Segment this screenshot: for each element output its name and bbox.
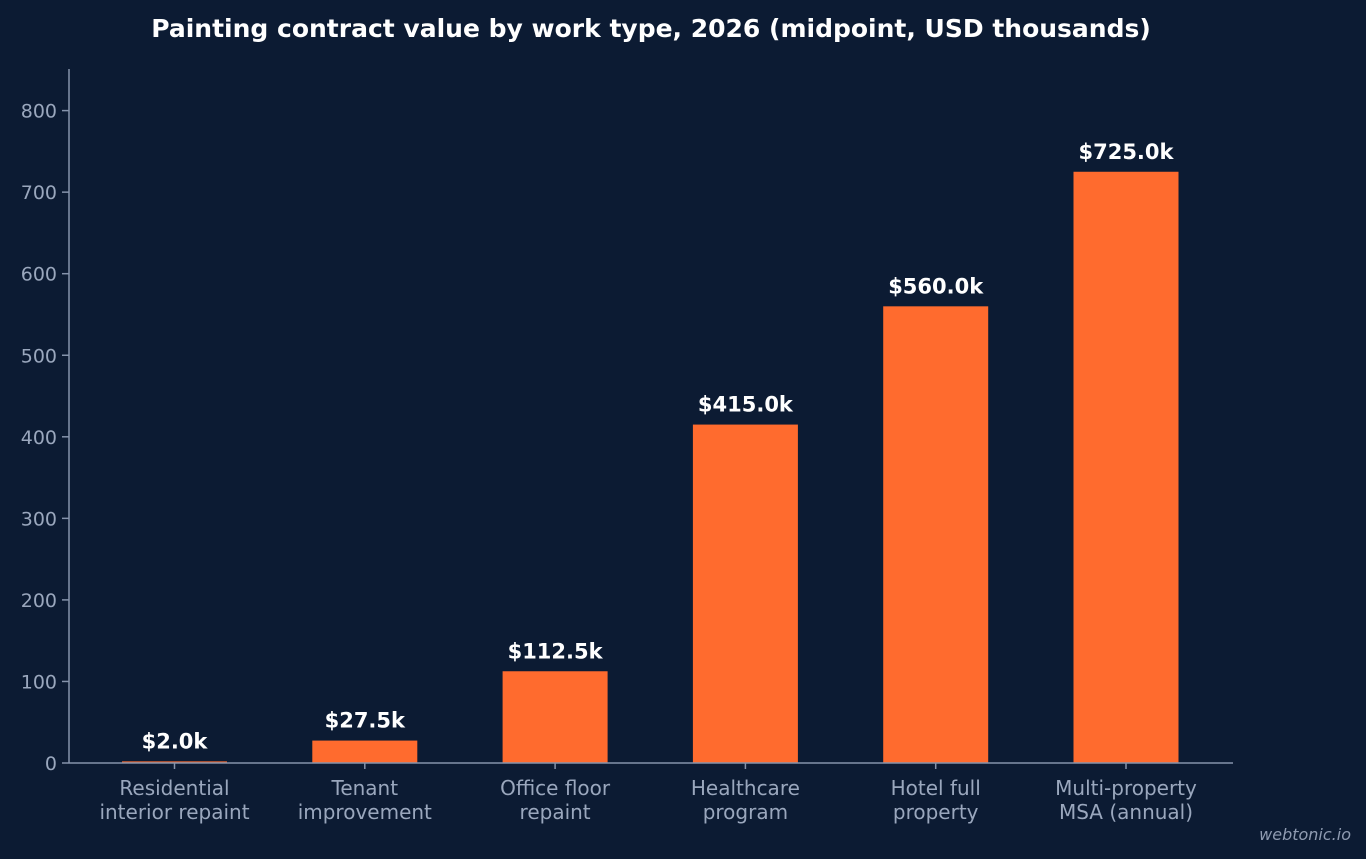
data-label: $112.5k xyxy=(508,639,604,663)
bar xyxy=(692,424,798,763)
bar xyxy=(312,740,418,763)
chart-title: Painting contract value by work type, 20… xyxy=(151,14,1151,43)
y-tick-label: 400 xyxy=(21,427,57,449)
x-tick-label: MSA (annual) xyxy=(1059,800,1193,824)
x-tick-label: Hotel full xyxy=(891,776,981,800)
x-tick-label: Healthcare xyxy=(691,776,800,800)
x-tick-label: property xyxy=(893,800,979,824)
bar xyxy=(883,306,989,763)
x-tick-label: Tenant xyxy=(331,776,399,800)
y-tick-label: 600 xyxy=(21,264,57,286)
bar xyxy=(122,761,227,763)
y-tick-label: 300 xyxy=(21,508,57,530)
x-tick-label: repaint xyxy=(520,800,591,824)
data-label: $725.0k xyxy=(1078,140,1174,164)
x-tick-label: Office floor xyxy=(500,776,611,800)
x-tick-label: Residential xyxy=(119,776,229,800)
data-label: $415.0k xyxy=(698,393,794,417)
data-label: $2.0k xyxy=(142,729,209,753)
y-tick-label: 200 xyxy=(21,590,57,612)
x-tick-label: improvement xyxy=(298,800,432,824)
data-labels: $2.0k $27.5k $112.5k $415.0k $560.0k $725.0k xyxy=(142,140,1175,754)
y-axis-ticks: 0 100 200 300 400 500 600 700 800 xyxy=(21,101,69,775)
data-label: $560.0k xyxy=(888,274,984,298)
data-label: $27.5k xyxy=(325,709,406,733)
y-tick-label: 100 xyxy=(21,671,57,693)
bar xyxy=(502,671,608,763)
y-tick-label: 500 xyxy=(21,345,57,367)
x-tick-label: program xyxy=(703,800,788,824)
watermark: webtonic.io xyxy=(1259,825,1351,844)
x-tick-label: Multi-property xyxy=(1055,776,1197,800)
y-tick-label: 700 xyxy=(21,182,57,204)
bar xyxy=(1073,171,1179,763)
y-tick-label: 0 xyxy=(45,753,57,775)
y-tick-label: 800 xyxy=(21,101,57,123)
bars xyxy=(122,171,1179,763)
x-tick-label: interior repaint xyxy=(99,800,249,824)
